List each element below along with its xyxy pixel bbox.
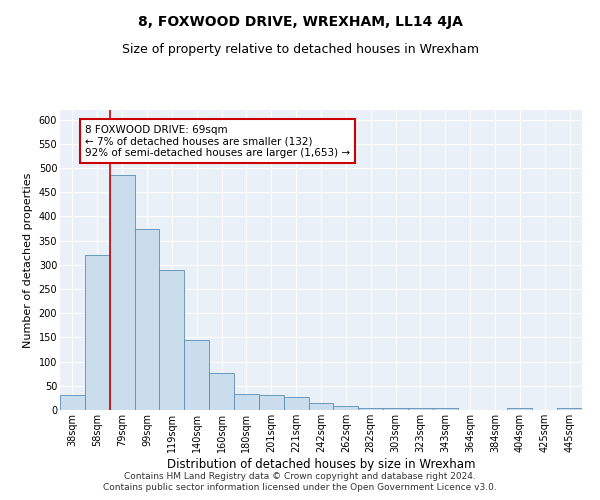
- Bar: [557, 408, 582, 410]
- Bar: [259, 396, 284, 410]
- Text: Size of property relative to detached houses in Wrexham: Size of property relative to detached ho…: [121, 42, 479, 56]
- Bar: [209, 372, 234, 410]
- Bar: [383, 408, 408, 410]
- Bar: [358, 408, 383, 410]
- Text: 8, FOXWOOD DRIVE, WREXHAM, LL14 4JA: 8, FOXWOOD DRIVE, WREXHAM, LL14 4JA: [137, 15, 463, 29]
- Bar: [110, 176, 134, 410]
- Bar: [85, 255, 110, 410]
- Bar: [433, 408, 458, 410]
- Bar: [284, 397, 308, 410]
- X-axis label: Distribution of detached houses by size in Wrexham: Distribution of detached houses by size …: [167, 458, 475, 470]
- Bar: [508, 408, 532, 410]
- Bar: [234, 394, 259, 410]
- Bar: [408, 408, 433, 410]
- Bar: [308, 402, 334, 410]
- Bar: [334, 406, 358, 410]
- Text: Contains HM Land Registry data © Crown copyright and database right 2024.: Contains HM Land Registry data © Crown c…: [124, 472, 476, 481]
- Text: 8 FOXWOOD DRIVE: 69sqm
← 7% of detached houses are smaller (132)
92% of semi-det: 8 FOXWOOD DRIVE: 69sqm ← 7% of detached …: [85, 124, 350, 158]
- Y-axis label: Number of detached properties: Number of detached properties: [23, 172, 33, 348]
- Bar: [134, 228, 160, 410]
- Bar: [160, 270, 184, 410]
- Bar: [184, 340, 209, 410]
- Bar: [60, 396, 85, 410]
- Text: Contains public sector information licensed under the Open Government Licence v3: Contains public sector information licen…: [103, 484, 497, 492]
